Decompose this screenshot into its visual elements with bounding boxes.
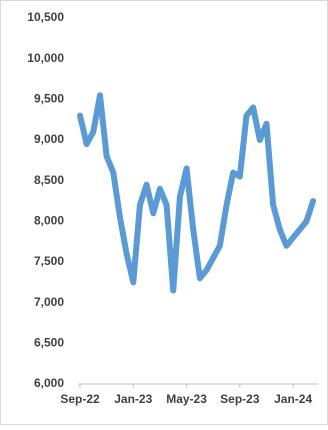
x-tick-label: Sep-23 xyxy=(220,392,260,406)
y-tick-label: 8,000 xyxy=(34,214,64,228)
y-tick-label: 9,500 xyxy=(34,92,64,106)
x-tick-label: Jan-24 xyxy=(274,392,312,406)
y-tick-label: 8,500 xyxy=(34,173,64,187)
x-tick-label: May-23 xyxy=(166,392,207,406)
line xyxy=(77,92,317,294)
y-tick-label: 9,000 xyxy=(34,132,64,146)
x-tick-label: Jan-23 xyxy=(114,392,152,406)
y-tick-label: 6,000 xyxy=(34,376,64,390)
y-tick-label: 6,500 xyxy=(34,336,64,350)
y-tick-label: 7,500 xyxy=(34,254,64,268)
x-tick-label: Sep-22 xyxy=(60,392,100,406)
y-tick-label: 7,000 xyxy=(34,295,64,309)
y-tick-label: 10,000 xyxy=(27,51,64,65)
y-tick-label: 10,500 xyxy=(27,10,64,24)
